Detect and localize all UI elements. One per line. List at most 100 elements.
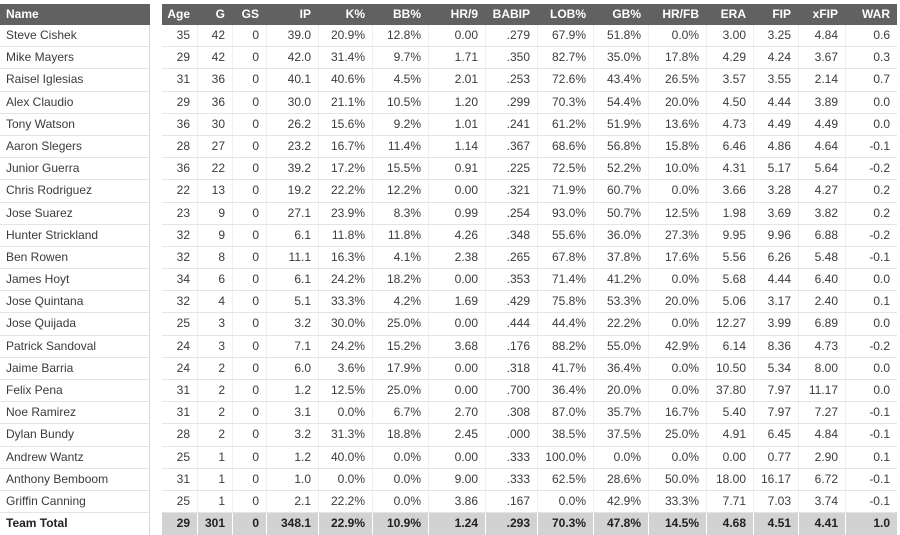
player-name-cell[interactable]: Steve Cishek <box>0 25 150 48</box>
cell-babip: .333 <box>485 446 537 468</box>
cell-hr9: 1.20 <box>428 91 485 113</box>
cell-g: 301 <box>197 513 232 535</box>
total-row-name-cell[interactable]: Team Total <box>0 513 150 535</box>
table-row[interactable]: 36 22 0 39.2 17.2% 15.5% 0.91.225 72.5% 52.2% 10.… <box>162 158 897 181</box>
player-name-cell[interactable]: Anthony Bemboom <box>0 468 150 491</box>
cell-ip: 39.0 <box>266 25 318 47</box>
column-header-gb-pct[interactable]: GB% <box>612 7 641 21</box>
cell-g: 2 <box>197 357 232 379</box>
pitching-stats-table: Name Steve Cishek Mike Mayers Raisel Igles… <box>0 4 897 535</box>
player-name-cell[interactable]: Jose Quijada <box>0 313 150 336</box>
cell-war: 0.3 <box>845 47 897 69</box>
cell-ip: 6.0 <box>266 357 318 379</box>
cell-bb-pct: 15.2% <box>372 335 428 357</box>
column-header-k-pct[interactable]: K% <box>345 7 365 21</box>
column-header-xfip[interactable]: xFIP <box>812 7 838 21</box>
player-name-cell[interactable]: Ben Rowen <box>0 246 150 270</box>
table-row[interactable]: 36 30 0 26.2 15.6% 9.2% 1.01.241 61.2% 51.9% 13.6… <box>162 113 897 136</box>
table-row[interactable]: 23 9 0 27.1 23.9% 8.3% 0.99.254 93.0% 50.7% 12.5%… <box>162 202 897 225</box>
cell-gb-pct: 0.0% <box>593 446 648 468</box>
cell-bb-pct: 0.0% <box>372 446 428 468</box>
cell-age: 36 <box>176 161 190 176</box>
table-row[interactable]: 31 36 0 40.1 40.6% 4.5% 2.01.253 72.6% 43.4% 26.5… <box>162 69 897 92</box>
player-name-cell[interactable]: Mike Mayers <box>0 47 150 70</box>
player-name-cell[interactable]: Tony Watson <box>0 113 150 136</box>
player-name-cell[interactable]: Alex Claudio <box>0 91 150 114</box>
cell-g: 42 <box>197 47 232 69</box>
table-row[interactable]: 28 2 0 3.2 31.3% 18.8% 2.45.000 38.5% 37.5% 25.0%… <box>162 424 897 447</box>
player-name-cell[interactable]: Aaron Slegers <box>0 135 150 159</box>
cell-lob-pct: 72.5% <box>537 158 593 180</box>
column-header-war[interactable]: WAR <box>862 7 890 21</box>
player-name-cell[interactable]: Junior Guerra <box>0 158 150 181</box>
table-row[interactable]: 32 4 0 5.1 33.3% 4.2% 1.69.429 75.8% 53.3% 20.0% 5… <box>162 291 897 314</box>
column-header-babip[interactable]: BABIP <box>492 7 530 21</box>
cell-k-pct: 24.2% <box>318 335 372 357</box>
column-header-ip[interactable]: IP <box>299 7 311 21</box>
cell-era: 4.73 <box>706 113 753 135</box>
table-row[interactable]: 29 42 0 42.0 31.4% 9.7% 1.71.350 82.7% 35.0% 17.8… <box>162 47 897 70</box>
table-row[interactable]: 32 9 0 6.1 11.8% 11.8% 4.26.348 55.6% 36.0% 27.3%… <box>162 224 897 247</box>
cell-hrfb: 0.0% <box>648 269 706 291</box>
player-name-cell[interactable]: Jaime Barria <box>0 357 150 380</box>
player-name-cell[interactable]: Patrick Sandoval <box>0 335 150 358</box>
table-row[interactable]: 25 1 0 1.2 40.0% 0.0% 0.00.333 100.0% 0.0% 0.0% 0.… <box>162 446 897 469</box>
cell-g: 27 <box>197 135 232 158</box>
table-row[interactable]: 34 6 0 6.1 24.2% 18.2% 0.00.353 71.4% 41.2% 0.0% 5… <box>162 269 897 292</box>
cell-babip: .254 <box>485 202 537 224</box>
cell-hrfb: 0.0% <box>648 446 706 468</box>
player-name-cell[interactable]: Dylan Bundy <box>0 424 150 447</box>
cell-xfip: 5.64 <box>798 158 845 180</box>
cell-war: -0.2 <box>845 224 897 246</box>
table-row[interactable]: 24 3 0 7.1 24.2% 15.2% 3.68.176 88.2% 55.0% 42.9%… <box>162 335 897 358</box>
player-name-cell[interactable]: Andrew Wantz <box>0 446 150 469</box>
player-name-cell[interactable]: Jose Suarez <box>0 202 150 225</box>
cell-bb-pct: 10.9% <box>372 513 428 535</box>
player-name-cell[interactable]: Hunter Strickland <box>0 224 150 247</box>
cell-fip: 7.97 <box>753 402 798 424</box>
table-row[interactable]: 32 8 0 11.1 16.3% 4.1% 2.38.265 67.8% 37.8% 17.6%… <box>162 246 897 270</box>
table-row[interactable]: 31 1 0 1.0 0.0% 0.0% 9.00.333 62.5% 28.6% 50.0% 18… <box>162 468 897 491</box>
cell-ip: 7.1 <box>266 335 318 357</box>
cell-bb-pct: 11.8% <box>372 224 428 246</box>
column-header-age[interactable]: Age <box>167 7 190 21</box>
table-row[interactable]: 29 36 0 30.0 21.1% 10.5% 1.20.299 70.3% 54.4% 20.… <box>162 91 897 114</box>
table-row[interactable]: 31 2 0 3.1 0.0% 6.7% 2.70.308 87.0% 35.7% 16.7% 5.… <box>162 402 897 425</box>
player-name-cell[interactable]: Jose Quintana <box>0 291 150 314</box>
player-name-cell[interactable]: Chris Rodriguez <box>0 180 150 203</box>
total-row[interactable]: 29 301 0 348.1 22.9% 10.9% 1.24.293 70.3% 47.8% 1… <box>162 513 897 535</box>
table-row[interactable]: 35 42 0 39.0 20.9% 12.8% 0.00.279 67.9% 51.8% 0.0… <box>162 25 897 48</box>
column-header-bb-pct[interactable]: BB% <box>392 7 421 21</box>
column-header-g[interactable]: G <box>215 7 225 21</box>
player-name-cell[interactable]: Raisel Iglesias <box>0 69 150 92</box>
column-header-name[interactable]: Name <box>0 4 150 25</box>
cell-war: 0.2 <box>845 202 897 224</box>
cell-gs: 0 <box>232 513 266 535</box>
column-header-lob-pct[interactable]: LOB% <box>550 7 586 21</box>
cell-lob-pct: 71.9% <box>537 180 593 202</box>
table-row[interactable]: 25 1 0 2.1 22.2% 0.0% 3.86.167 0.0% 42.9% 33.3% 7.… <box>162 490 897 514</box>
cell-ip: 39.2 <box>266 158 318 180</box>
cell-gs: 0 <box>232 113 266 135</box>
table-row[interactable]: 31 2 0 1.2 12.5% 25.0% 0.00.700 36.4% 20.0% 0.0% 3… <box>162 380 897 403</box>
cell-bb-pct: 25.0% <box>372 313 428 335</box>
cell-era: 3.66 <box>706 180 753 202</box>
player-name-cell[interactable]: Felix Pena <box>0 380 150 403</box>
player-name-cell[interactable]: Noe Ramirez <box>0 402 150 425</box>
player-name-cell[interactable]: Griffin Canning <box>0 490 150 514</box>
cell-fip: 4.49 <box>753 113 798 135</box>
column-header-gs[interactable]: GS <box>241 7 259 21</box>
table-row[interactable]: 25 3 0 3.2 30.0% 25.0% 0.00.444 44.4% 22.2% 0.0% 1… <box>162 313 897 336</box>
player-name-cell[interactable]: James Hoyt <box>0 269 150 292</box>
table-row[interactable]: 28 27 0 23.2 16.7% 11.4% 1.14.367 68.6% 56.8% 15.… <box>162 135 897 159</box>
table-row[interactable]: 24 2 0 6.0 3.6% 17.9% 0.00.318 41.7% 36.4% 0.0% 10… <box>162 357 897 380</box>
cell-xfip: 5.48 <box>798 246 845 269</box>
column-header-era[interactable]: ERA <box>720 7 746 21</box>
column-header-hrfb[interactable]: HR/FB <box>662 7 699 21</box>
cell-lob-pct: 36.4% <box>537 380 593 402</box>
table-row[interactable]: 22 13 0 19.2 22.2% 12.2% 0.00.321 71.9% 60.7% 0.0… <box>162 180 897 203</box>
cell-age: 31 <box>176 383 190 397</box>
cell-gs: 0 <box>232 91 266 113</box>
column-header-fip[interactable]: FIP <box>772 7 791 21</box>
column-header-hr9[interactable]: HR/9 <box>450 7 478 21</box>
